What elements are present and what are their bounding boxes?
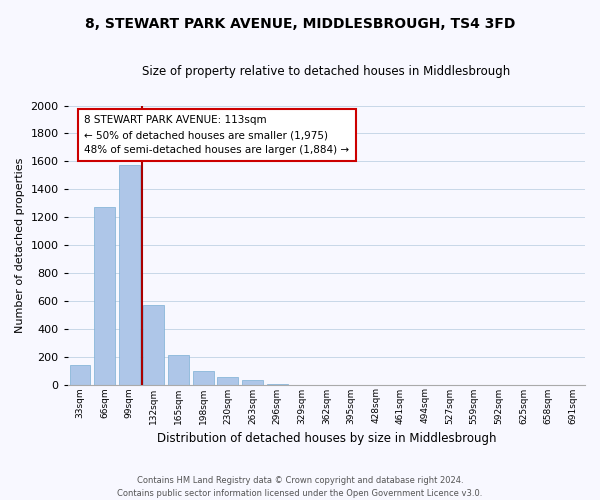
Title: Size of property relative to detached houses in Middlesbrough: Size of property relative to detached ho… xyxy=(142,65,511,78)
Bar xyxy=(168,354,189,384)
Bar xyxy=(70,365,91,384)
Text: Contains HM Land Registry data © Crown copyright and database right 2024.
Contai: Contains HM Land Registry data © Crown c… xyxy=(118,476,482,498)
Bar xyxy=(217,377,238,384)
X-axis label: Distribution of detached houses by size in Middlesbrough: Distribution of detached houses by size … xyxy=(157,432,496,445)
Bar xyxy=(119,165,140,384)
Bar xyxy=(193,372,214,384)
Bar xyxy=(94,208,115,384)
Bar xyxy=(143,305,164,384)
Text: 8, STEWART PARK AVENUE, MIDDLESBROUGH, TS4 3FD: 8, STEWART PARK AVENUE, MIDDLESBROUGH, T… xyxy=(85,18,515,32)
Bar xyxy=(242,380,263,384)
Text: 8 STEWART PARK AVENUE: 113sqm
← 50% of detached houses are smaller (1,975)
48% o: 8 STEWART PARK AVENUE: 113sqm ← 50% of d… xyxy=(85,116,350,155)
Y-axis label: Number of detached properties: Number of detached properties xyxy=(15,158,25,332)
